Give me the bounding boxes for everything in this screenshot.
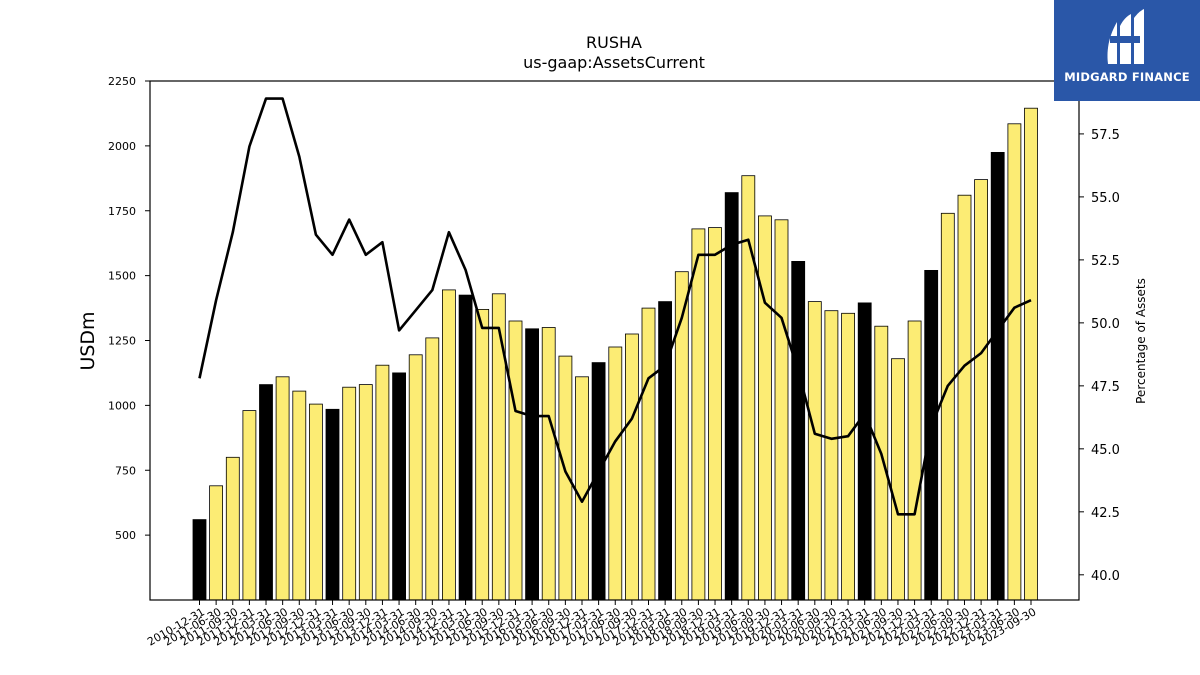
chart-title: RUSHA <box>586 33 642 52</box>
bar <box>974 179 988 601</box>
bar <box>458 294 473 601</box>
bar <box>192 519 207 601</box>
bar <box>1007 123 1022 601</box>
y2-tick-label: 45.0 <box>1091 443 1120 458</box>
y2-tick-label: 57.5 <box>1091 128 1120 143</box>
y-axis-label: USDm <box>77 311 99 370</box>
bar <box>508 320 523 601</box>
y2-axis-label: Percentage of Assets <box>1134 278 1148 404</box>
bar <box>824 310 839 601</box>
y-tick-label: 2000 <box>108 140 136 153</box>
bar <box>625 333 639 601</box>
midgard-finance-logo: MIDGARD FINANCE <box>1054 0 1200 101</box>
bar <box>891 358 905 601</box>
y2-tick-label: 52.5 <box>1091 254 1120 269</box>
bar <box>375 364 390 601</box>
y2-tick-label: 47.5 <box>1091 380 1120 395</box>
y2-tick-label: 42.5 <box>1091 506 1120 521</box>
left-axis: 500 750 1000 1250 1500 1750 2000 2250 <box>108 75 150 542</box>
bar <box>525 328 539 601</box>
bar <box>242 410 257 601</box>
bar <box>292 390 307 601</box>
right-axis: 40.0 42.5 45.0 47.5 50.0 52.5 55.0 57.5 <box>1079 128 1120 584</box>
line-series <box>198 97 1032 516</box>
y2-tick-label: 55.0 <box>1091 191 1120 206</box>
bar <box>275 376 290 601</box>
y-tick-label: 750 <box>115 464 136 477</box>
y2-tick-label: 40.0 <box>1091 569 1120 584</box>
bar <box>342 386 357 601</box>
bar <box>441 289 456 601</box>
bar <box>608 346 623 601</box>
y2-tick-label: 50.0 <box>1091 317 1120 332</box>
bar <box>358 384 373 601</box>
bar <box>924 269 939 601</box>
bar <box>1024 107 1038 601</box>
bar <box>940 212 955 601</box>
bar <box>575 376 589 601</box>
bar <box>957 194 972 601</box>
y-tick-label: 1750 <box>108 205 136 218</box>
bar <box>308 403 323 601</box>
x-axis: 2010-12-312011-06-302011-09-302011-12-31… <box>145 600 1039 649</box>
bar <box>641 307 656 601</box>
brand-name: MIDGARD FINANCE <box>1064 70 1190 84</box>
bar <box>392 372 407 601</box>
bar <box>857 302 872 601</box>
y-tick-label: 1500 <box>108 270 136 283</box>
y-tick-label: 2250 <box>108 75 136 88</box>
percentage-line <box>198 97 1032 516</box>
bar <box>425 337 440 601</box>
y-tick-label: 1250 <box>108 335 136 348</box>
bar <box>691 228 706 601</box>
y-tick-label: 1000 <box>108 399 136 412</box>
bar <box>791 260 806 601</box>
bar <box>225 456 240 601</box>
bar <box>658 301 672 601</box>
bar <box>874 325 889 601</box>
bar <box>408 354 423 601</box>
bar <box>807 301 822 601</box>
bar <box>841 312 855 601</box>
bar <box>724 192 739 601</box>
bar <box>259 384 273 601</box>
bar <box>325 408 340 601</box>
midgard-logo-icon <box>1107 9 1144 64</box>
bar <box>491 293 506 601</box>
bar <box>907 320 922 601</box>
bar <box>541 327 556 601</box>
bar <box>774 219 789 601</box>
bar <box>990 151 1005 601</box>
y-tick-label: 500 <box>115 529 136 542</box>
chart-subtitle: us-gaap:AssetsCurrent <box>523 53 705 72</box>
bar <box>758 215 772 601</box>
bar-series <box>192 107 1038 601</box>
bar <box>475 308 490 601</box>
bar <box>708 227 722 601</box>
bar <box>209 485 224 601</box>
